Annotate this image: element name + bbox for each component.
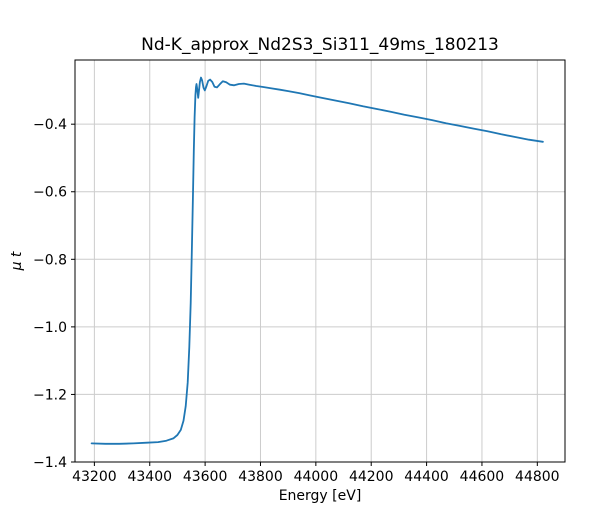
data-series-line (90, 76, 544, 445)
x-axis-label: Energy [eV] (278, 488, 362, 504)
x-tick-label: 43600 (183, 469, 228, 485)
plot-background (75, 60, 565, 462)
y-tick-label: −0.8 (33, 252, 67, 268)
y-tick-label: −1.2 (33, 387, 67, 403)
x-tick-label: 44000 (294, 469, 339, 485)
x-tick-label: 44400 (404, 469, 449, 485)
x-tick-label: 44200 (349, 469, 394, 485)
x-tick-label: 43800 (238, 469, 283, 485)
chart-title: Nd-K_approx_Nd2S3_Si311_49ms_180213 (141, 35, 499, 55)
x-tick-label: 43400 (127, 469, 172, 485)
x-tick-label: 44800 (515, 469, 560, 485)
y-tick-label: −1.4 (33, 455, 67, 471)
x-tick-label: 44600 (460, 469, 505, 485)
y-tick-label: −1.0 (33, 320, 67, 336)
x-tick-label: 43200 (72, 469, 117, 485)
axes-frame (74, 59, 566, 463)
y-tick-label: −0.6 (33, 185, 67, 201)
y-tick-label: −0.4 (33, 117, 67, 133)
